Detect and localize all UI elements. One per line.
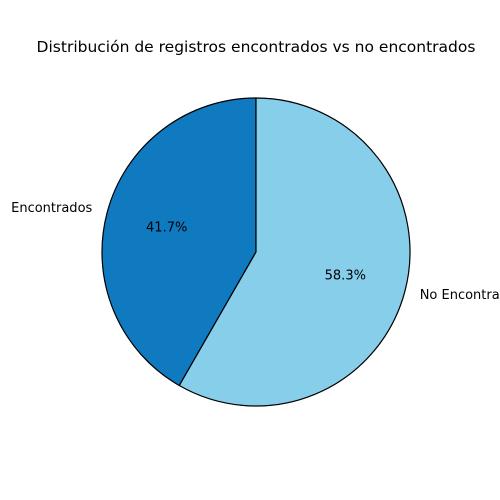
chart-title: Distribución de registros encontrados vs… <box>37 38 476 56</box>
slice-label-no-encontrados: No Encontrados <box>420 288 500 303</box>
pie-labels: Encontrados 41.7% No Encontrados 58.3% <box>11 201 500 303</box>
pie-slice-encontrados <box>101 97 257 387</box>
pie-slice-no-encontrados <box>178 97 411 407</box>
pie-slices <box>101 97 411 407</box>
slice-label-encontrados: Encontrados <box>11 201 92 216</box>
slice-percent-encontrados: 41.7% <box>146 221 187 236</box>
slice-percent-no-encontrados: 58.3% <box>325 268 366 283</box>
